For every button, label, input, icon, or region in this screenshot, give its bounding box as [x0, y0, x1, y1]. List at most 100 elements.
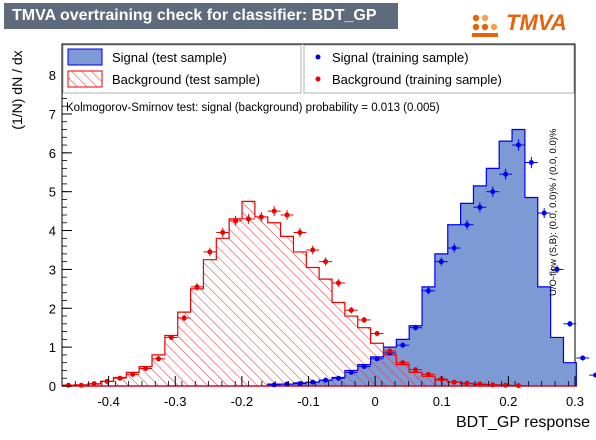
signal-train-point [589, 372, 596, 378]
background-train-point [332, 279, 345, 287]
signal-train-point [357, 364, 371, 370]
signal-train-point [319, 377, 333, 383]
signal-train-point [524, 156, 538, 169]
x-tick-label: -0.4 [97, 394, 119, 409]
signal-train-marker [515, 142, 521, 148]
signal-train-marker [335, 375, 341, 381]
background-train-marker [348, 307, 354, 313]
background-train-marker [413, 367, 419, 373]
background-train-point [242, 214, 255, 224]
signal-train-marker [490, 189, 496, 195]
background-train-point [87, 381, 101, 387]
signal-train-point [370, 356, 384, 362]
tmva-logo-dots-icon [472, 14, 498, 37]
background-train-marker [515, 383, 521, 389]
signal-train-point [293, 381, 307, 387]
signal-train-point [499, 168, 513, 180]
y-tick-label: 4 [49, 224, 56, 239]
x-axis-label: BDT_GP response [456, 414, 590, 431]
signal-train-point [344, 369, 358, 375]
legend-marker-signal [315, 54, 321, 60]
y-tick-label: 8 [49, 68, 56, 83]
background-train-marker [297, 229, 303, 235]
background-train-point [113, 375, 127, 381]
x-tick-label: 0.3 [566, 394, 584, 409]
background-train-marker [194, 284, 200, 290]
legend-entry: Signal (test sample) [67, 48, 227, 66]
background-train-point [306, 245, 320, 255]
signal-train-marker [348, 369, 354, 375]
x-tick-label: -0.1 [297, 394, 319, 409]
y-tick-label: 2 [49, 301, 56, 316]
background-train-point [473, 381, 487, 387]
background-train-point [512, 383, 525, 389]
points-layer [62, 139, 596, 389]
signal-train-marker [374, 356, 380, 362]
signal-train-marker [477, 204, 483, 210]
background-train-point [396, 360, 410, 366]
signal-train-point [434, 257, 448, 266]
background-train-point [267, 206, 281, 217]
background-train-point [254, 212, 268, 222]
background-train-marker [207, 249, 213, 255]
x-tick-label: 0 [372, 394, 379, 409]
signal-train-point [537, 208, 551, 218]
background-train-marker [323, 259, 329, 265]
background-train-point [190, 283, 204, 291]
signal-train-marker [528, 160, 534, 166]
legend-label: Background (training sample) [332, 72, 502, 87]
background-train-marker [335, 280, 341, 286]
overflow-text: U/O-flow (S,B): (0.0, 0.0)% / (0.0, 0.0)… [548, 128, 559, 296]
legend-swatch-signal-fill [67, 48, 103, 66]
signal-train-marker [451, 245, 457, 251]
signal-train-marker [503, 171, 509, 177]
background-train-marker [477, 381, 483, 387]
background-train-point [280, 210, 294, 220]
legend-entry: Background (test sample) [67, 70, 260, 88]
signal-train-point [422, 287, 435, 295]
legend-label: Background (test sample) [112, 72, 260, 87]
legend-swatch-background-hatch [67, 70, 103, 88]
signal-train-point [576, 355, 590, 361]
y-axis-label: (1/N) dN / dx [9, 50, 25, 130]
legend-box-left [62, 44, 302, 94]
background-train-marker [400, 360, 406, 366]
x-tick-label: -0.2 [231, 394, 253, 409]
background-train-marker [258, 214, 264, 220]
x-tick-label: -0.3 [164, 394, 186, 409]
background-train-point [383, 348, 397, 354]
signal-train-marker [361, 364, 367, 370]
signal-train-point [486, 186, 500, 197]
background-train-marker [271, 208, 277, 214]
y-tick-label: 6 [49, 146, 56, 161]
signal-train-point [396, 342, 410, 348]
background-train-marker [168, 334, 174, 340]
signal-train-marker [297, 381, 303, 387]
signal-train-marker [580, 355, 586, 361]
background-train-point [344, 306, 358, 314]
background-train-marker [503, 382, 509, 388]
background-train-marker [490, 382, 496, 388]
background-train-point [216, 227, 230, 238]
background-train-marker [284, 212, 290, 218]
background-train-marker [387, 348, 393, 354]
background-train-point [370, 330, 384, 337]
signal-train-marker [323, 377, 329, 383]
background-train-point [460, 380, 474, 386]
y-tick-label: 0 [49, 379, 56, 394]
background-train-marker [374, 331, 380, 337]
legend: Signal (test sample) Signal (training sam… [62, 44, 575, 94]
legend-label: Signal (test sample) [112, 50, 227, 65]
signal-train-point [447, 243, 461, 253]
background-train-marker [451, 379, 457, 385]
background-train-marker [310, 247, 316, 253]
background-train-point [74, 382, 88, 388]
signal-train-point [563, 320, 577, 327]
legend-box-right [303, 44, 575, 94]
background-train-point [229, 216, 243, 226]
background-train-marker [155, 356, 161, 362]
background-train-marker [130, 371, 136, 377]
background-train-marker [425, 371, 431, 377]
signal-train-marker [554, 266, 560, 272]
